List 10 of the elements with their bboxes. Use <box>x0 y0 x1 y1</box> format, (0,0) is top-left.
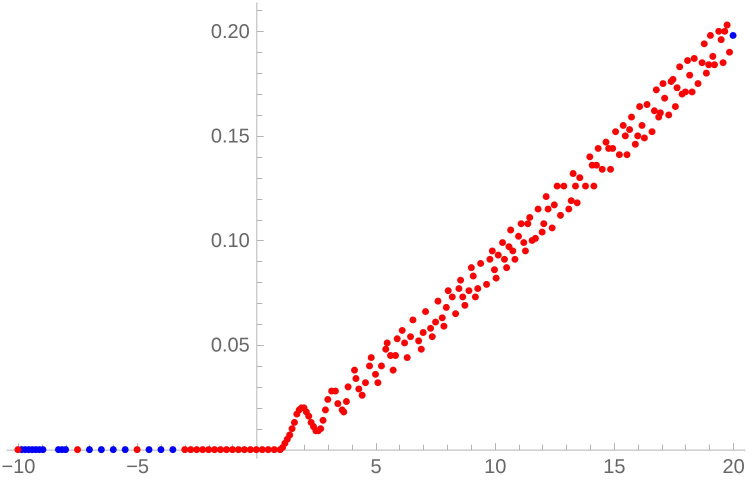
x-tick-label: 5 <box>370 456 382 478</box>
y-tick-label: 0.15 <box>210 125 250 148</box>
x-tick-label: 15 <box>603 456 626 478</box>
x-tick-label: 10 <box>484 456 506 478</box>
x-tick-label: −5 <box>126 456 150 478</box>
y-tick-label: 0.20 <box>210 20 250 43</box>
x-tick-label: 20 <box>722 456 745 478</box>
y-tick-label: 0.10 <box>210 230 250 252</box>
y-tick-label: 0.05 <box>210 334 250 357</box>
x-tick-label: −10 <box>1 456 36 478</box>
